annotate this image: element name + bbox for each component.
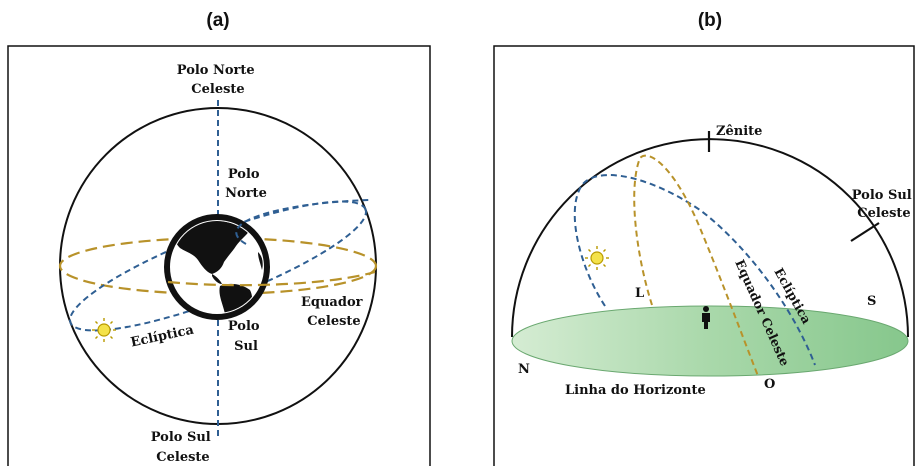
panel-a-frame xyxy=(7,45,431,466)
south-label: S xyxy=(867,294,876,309)
ecliptic-path xyxy=(573,174,816,366)
north-label: N xyxy=(518,362,530,377)
south-celestial-pole-label: Polo Sul Celeste xyxy=(151,430,216,465)
panel-a-label: (a) xyxy=(206,10,229,31)
zenith-label: Zênite xyxy=(716,124,762,139)
celestial-equator-path xyxy=(633,154,759,377)
panel-b: (b) Zênite xyxy=(493,10,917,466)
north-pole-label: Polo Norte xyxy=(225,167,267,201)
north-celestial-pole-label: Polo Norte Celeste xyxy=(177,63,259,97)
south-celestial-pole-label-b: Polo Sul Celeste xyxy=(852,188,917,221)
panel-a: (a) xyxy=(7,10,431,466)
celestial-equator-front xyxy=(167,270,376,287)
horizon-line-label: Linha do Horizonte xyxy=(565,383,706,398)
earth-icon xyxy=(164,214,270,320)
horizon-plane xyxy=(511,305,909,377)
east-label: L xyxy=(635,286,644,301)
south-pole-label: Polo Sul xyxy=(228,319,264,354)
ecliptic-front xyxy=(235,199,371,245)
ecliptic-label: Eclíptica xyxy=(129,322,195,350)
panel-b-label: (b) xyxy=(698,10,722,31)
south-celestial-pole-tick xyxy=(850,222,880,242)
celestial-equator-label: Equador Celeste xyxy=(301,295,367,329)
sun-icon xyxy=(585,246,609,270)
observer-icon xyxy=(702,306,710,329)
sun-icon xyxy=(92,318,116,342)
panel-b-frame xyxy=(493,45,915,466)
west-label: O xyxy=(764,377,775,392)
ecliptic-line xyxy=(69,200,367,332)
